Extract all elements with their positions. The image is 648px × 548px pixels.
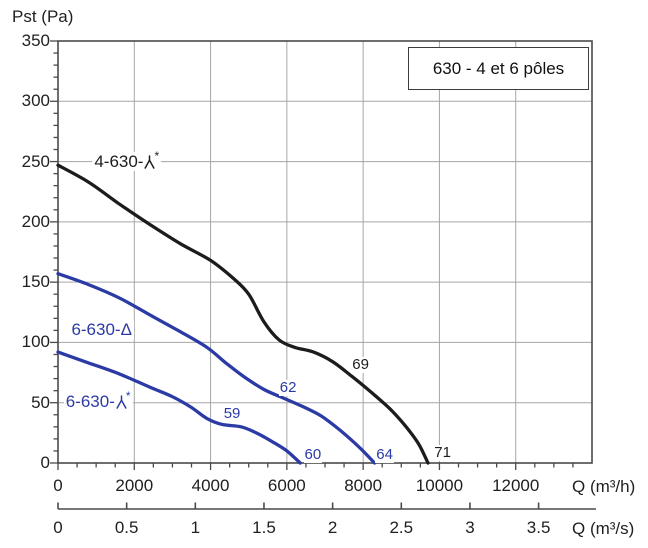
gridlines (58, 41, 592, 463)
axis-ticks (50, 40, 574, 470)
plot-frame (57, 40, 593, 464)
y-axis-title: Pst (Pa) (12, 7, 74, 26)
curve-label-6-630-delta: 6-630-Δ (69, 320, 134, 340)
noise-level-label-59: 59 (222, 404, 242, 422)
y-tick-label: 150 (21, 272, 50, 292)
wye-connection-icon (116, 394, 127, 409)
x-tick-label-m3s: 0 (53, 518, 63, 537)
curve-label-6-630-wye: 6-630- * (63, 388, 133, 411)
y-tick-label: 300 (21, 91, 50, 111)
noise-level-label-64: 64 (375, 445, 394, 463)
x-tick-label-m3h: 8000 (344, 476, 383, 495)
x-tick-label-m3s: 1.5 (252, 518, 276, 537)
y-tick-label: 50 (31, 392, 50, 412)
x-tick-label-m3s: 2 (327, 518, 338, 537)
curve-4-630-wye (56, 163, 430, 465)
x-tick-label-m3h: 6000 (267, 476, 306, 495)
y-tick-label: 100 (21, 332, 50, 352)
legend-box: 630 - 4 et 6 pôles (408, 47, 589, 90)
noise-level-label-71: 71 (433, 444, 452, 462)
asterisk-marker: * (154, 148, 160, 163)
x-tick-label-m3s: 3.5 (526, 518, 551, 537)
wye-connection-icon (144, 154, 156, 169)
curve-label-4-630-wye: 4-630- * (92, 148, 162, 171)
x-tick-label-m3h: 2000 (115, 476, 154, 495)
curve-6-630-delta (56, 272, 377, 465)
x-tick-label-m3h: 0 (53, 476, 63, 495)
x-tick-label-m3h: 4000 (191, 476, 230, 495)
curve-6-630-wye (56, 350, 302, 465)
x-tick-label-m3s: 3 (465, 518, 475, 537)
noise-level-label-69: 69 (351, 356, 370, 374)
noise-level-label-60: 60 (303, 445, 323, 463)
legend-text: 630 - 4 et 6 pôles (432, 58, 565, 78)
y-tick-label: 200 (21, 211, 50, 231)
noise-level-label-62: 62 (278, 379, 298, 397)
x-tick-label-m3h: 10000 (415, 476, 464, 495)
x-tick-label-m3s: 2.5 (389, 518, 414, 537)
x-tick-label-m3s: 1 (190, 518, 201, 537)
y-tick-label: 250 (21, 151, 50, 171)
x-tick-label-m3s: 0.5 (114, 518, 139, 537)
x-axis-title-m3h: Q (m³/h) (572, 477, 636, 496)
x-tick-label-m3h: 12000 (492, 476, 540, 495)
y-tick-label: 0 (40, 453, 50, 472)
x-axis-title-m3s: Q (m³/s) (572, 519, 635, 538)
y-tick-label: 350 (21, 31, 50, 50)
secondary-axis-m3s (57, 502, 596, 510)
asterisk-marker: * (125, 388, 131, 403)
